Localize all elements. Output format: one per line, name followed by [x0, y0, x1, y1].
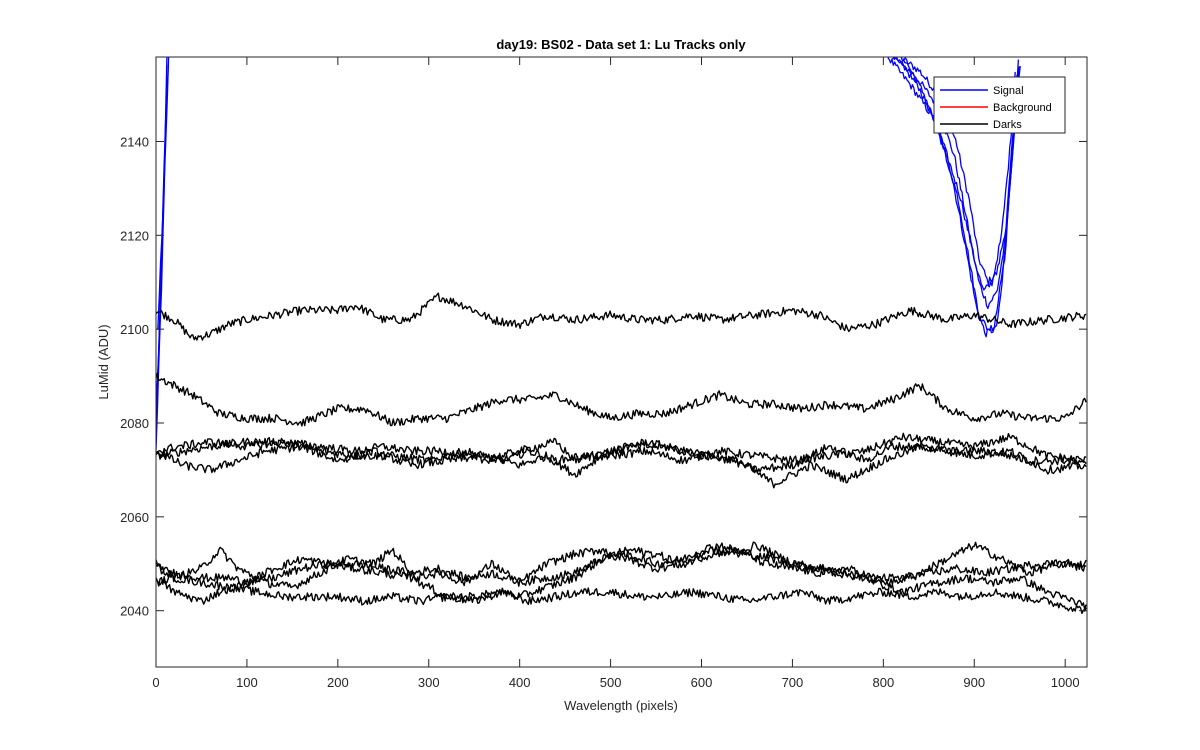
y-tick-label-2080: 2080	[120, 416, 149, 431]
series-line-signal-6	[887, 57, 1021, 338]
series-line-darks-9	[156, 292, 1087, 341]
x-tick-label-500: 500	[600, 675, 622, 690]
legend-label-background: Background	[993, 102, 1052, 114]
x-tick-label-300: 300	[418, 675, 440, 690]
x-tick-label-900: 900	[963, 675, 985, 690]
series-line-signal-4	[899, 57, 1018, 286]
x-tick-label-100: 100	[236, 675, 258, 690]
y-axis-label: LuMid (ADU)	[96, 324, 111, 399]
x-tick-label-0: 0	[152, 675, 159, 690]
ticks-layer: 0 100 200 300 400 500 600 700 800 900 1000 2040 2060…	[120, 57, 1087, 690]
series-line-darks-11	[156, 432, 1087, 465]
series-line-signal-3	[157, 57, 170, 330]
legend: Signal Background Darks	[933, 76, 1066, 134]
chart-title: day19: BS02 - Data set 1: Lu Tracks only	[496, 37, 746, 52]
series-layer	[156, 57, 1087, 615]
x-tick-label-1000: 1000	[1051, 675, 1080, 690]
axes-box	[155, 56, 1088, 668]
series-line-darks-17	[156, 573, 1087, 615]
series-line-darks-13	[156, 437, 1087, 475]
plot-area	[156, 57, 1087, 667]
x-tick-label-200: 200	[327, 675, 349, 690]
y-tick-label-2120: 2120	[120, 228, 149, 243]
y-tick-label-2140: 2140	[120, 134, 149, 149]
x-axis-label: Wavelength (pixels)	[564, 698, 678, 713]
x-tick-label-800: 800	[872, 675, 894, 690]
y-tick-label-2040: 2040	[120, 604, 149, 619]
series-line-darks-10	[156, 372, 1087, 427]
y-tick-label-2060: 2060	[120, 510, 149, 525]
legend-label-signal: Signal	[993, 85, 1024, 97]
series-line-darks-15	[156, 541, 1087, 610]
x-tick-label-700: 700	[782, 675, 804, 690]
legend-label-darks: Darks	[993, 119, 1022, 131]
series-line-signal-8	[902, 58, 1016, 291]
series-line-darks-16	[156, 546, 1087, 587]
x-tick-label-600: 600	[691, 675, 713, 690]
y-tick-label-2100: 2100	[120, 322, 149, 337]
x-tick-label-400: 400	[509, 675, 531, 690]
